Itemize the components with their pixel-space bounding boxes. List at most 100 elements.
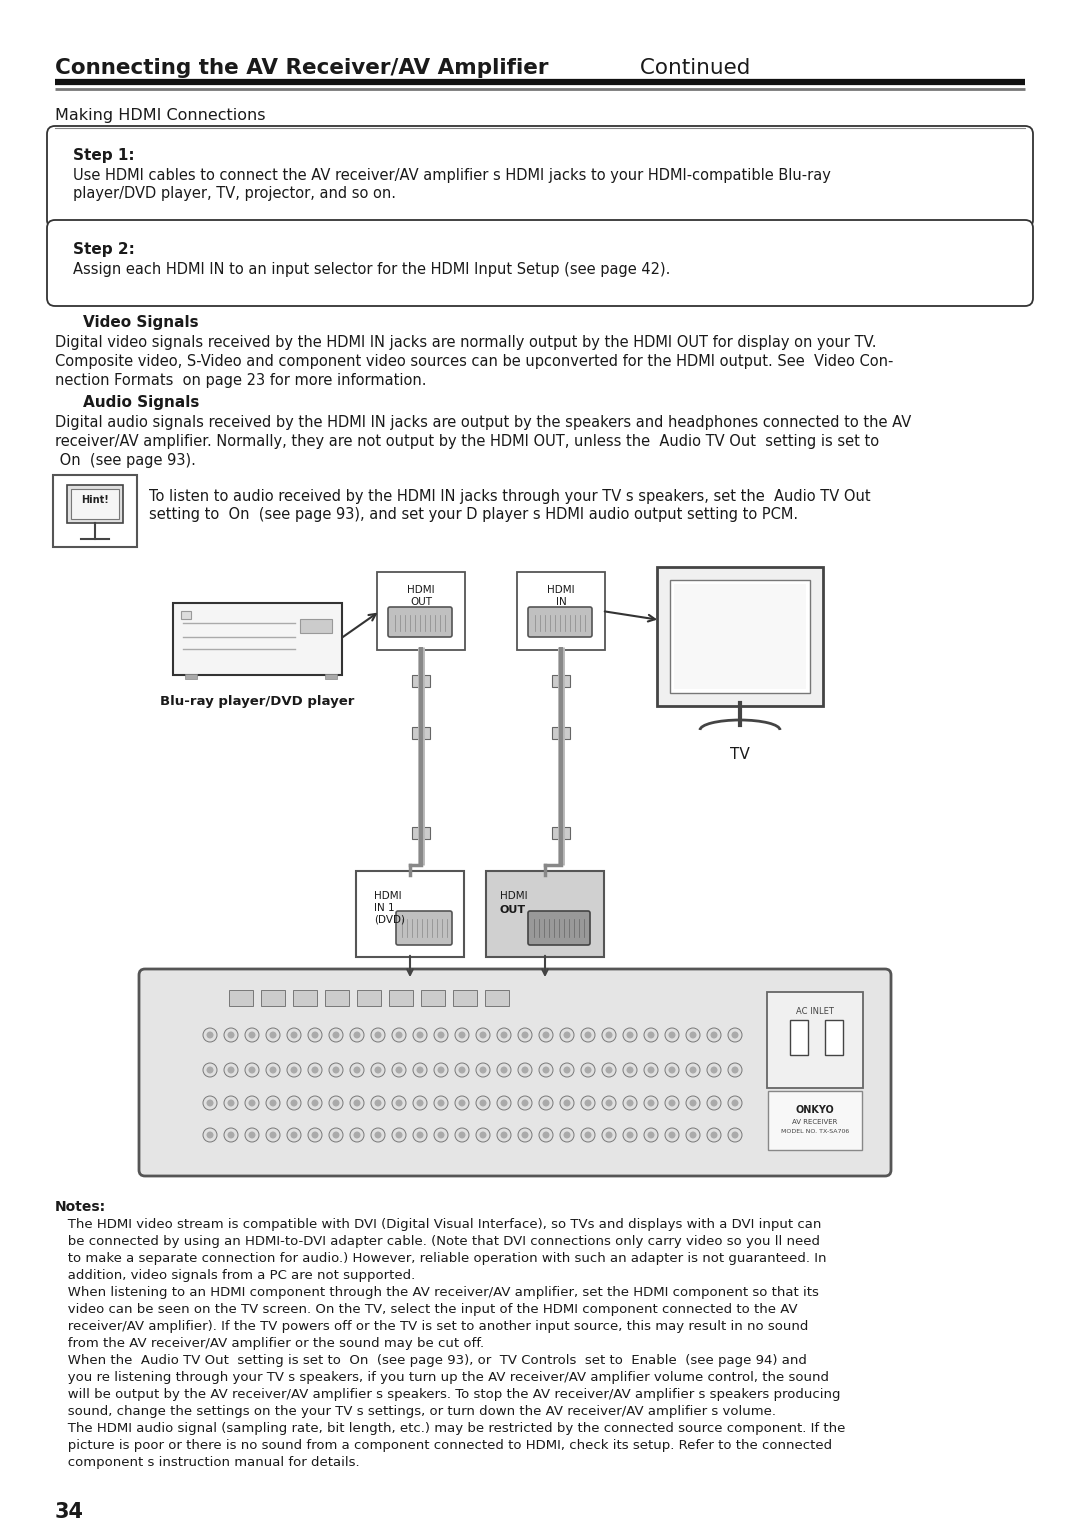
- Text: Notes:: Notes:: [55, 1199, 106, 1215]
- Text: Digital video signals received by the HDMI IN jacks are normally output by the H: Digital video signals received by the HD…: [55, 336, 877, 349]
- Circle shape: [584, 1100, 592, 1106]
- Circle shape: [287, 1064, 301, 1077]
- Circle shape: [480, 1067, 486, 1073]
- Text: component s instruction manual for details.: component s instruction manual for detai…: [55, 1456, 360, 1470]
- Circle shape: [500, 1032, 508, 1039]
- Circle shape: [669, 1131, 675, 1138]
- Circle shape: [497, 1128, 511, 1141]
- Text: The HDMI video stream is compatible with DVI (Digital Visual Interface), so TVs : The HDMI video stream is compatible with…: [55, 1218, 822, 1231]
- Circle shape: [711, 1131, 717, 1138]
- Circle shape: [329, 1029, 343, 1042]
- Circle shape: [584, 1067, 592, 1073]
- Circle shape: [564, 1032, 570, 1039]
- Circle shape: [248, 1067, 256, 1073]
- Circle shape: [476, 1096, 490, 1109]
- Circle shape: [333, 1067, 339, 1073]
- Circle shape: [395, 1100, 403, 1106]
- Text: To listen to audio received by the HDMI IN jacks through your TV s speakers, set: To listen to audio received by the HDMI …: [149, 488, 870, 504]
- FancyBboxPatch shape: [396, 911, 453, 945]
- Text: Blu-ray player/DVD player: Blu-ray player/DVD player: [160, 694, 354, 708]
- FancyBboxPatch shape: [356, 871, 464, 957]
- Text: On  (see page 93).: On (see page 93).: [55, 453, 195, 468]
- Circle shape: [245, 1128, 259, 1141]
- Circle shape: [311, 1067, 319, 1073]
- Circle shape: [644, 1029, 658, 1042]
- Circle shape: [518, 1096, 532, 1109]
- Circle shape: [480, 1032, 486, 1039]
- FancyBboxPatch shape: [657, 568, 823, 707]
- FancyBboxPatch shape: [377, 572, 465, 650]
- Bar: [411, 674, 430, 687]
- Circle shape: [434, 1029, 448, 1042]
- Text: HDMI
IN: HDMI IN: [548, 584, 575, 607]
- Circle shape: [206, 1032, 214, 1039]
- Text: Video Signals: Video Signals: [83, 314, 199, 330]
- Circle shape: [584, 1032, 592, 1039]
- Text: you re listening through your TV s speakers, if you turn up the AV receiver/AV a: you re listening through your TV s speak…: [55, 1370, 829, 1384]
- Circle shape: [375, 1100, 381, 1106]
- Circle shape: [707, 1029, 721, 1042]
- Circle shape: [455, 1096, 469, 1109]
- Text: AV RECEIVER: AV RECEIVER: [793, 1119, 838, 1125]
- Circle shape: [311, 1131, 319, 1138]
- Circle shape: [539, 1128, 553, 1141]
- Circle shape: [623, 1029, 637, 1042]
- Circle shape: [459, 1067, 465, 1073]
- Circle shape: [602, 1096, 616, 1109]
- Circle shape: [623, 1096, 637, 1109]
- Circle shape: [644, 1128, 658, 1141]
- Text: HDMI
OUT: HDMI OUT: [407, 584, 435, 607]
- Text: Use HDMI cables to connect the AV receiver/AV amplifier s HDMI jacks to your HDM: Use HDMI cables to connect the AV receiv…: [73, 168, 831, 183]
- Bar: [789, 1019, 808, 1054]
- FancyBboxPatch shape: [767, 992, 863, 1088]
- Circle shape: [522, 1032, 528, 1039]
- Circle shape: [626, 1100, 634, 1106]
- Circle shape: [372, 1128, 384, 1141]
- Circle shape: [392, 1128, 406, 1141]
- FancyBboxPatch shape: [53, 475, 137, 546]
- Circle shape: [728, 1029, 742, 1042]
- Text: be connected by using an HDMI-to-DVI adapter cable. (Note that DVI connections o: be connected by using an HDMI-to-DVI ada…: [55, 1235, 820, 1248]
- FancyBboxPatch shape: [485, 990, 509, 1006]
- Circle shape: [455, 1029, 469, 1042]
- Circle shape: [353, 1100, 361, 1106]
- Bar: [411, 726, 430, 739]
- Bar: [181, 610, 191, 620]
- Circle shape: [542, 1032, 550, 1039]
- Bar: [552, 827, 570, 839]
- Circle shape: [459, 1032, 465, 1039]
- Text: addition, video signals from a PC are not supported.: addition, video signals from a PC are no…: [55, 1270, 415, 1282]
- Bar: [552, 674, 570, 687]
- Text: receiver/AV amplifier. Normally, they are not output by the HDMI OUT, unless the: receiver/AV amplifier. Normally, they ar…: [55, 433, 879, 449]
- Circle shape: [626, 1067, 634, 1073]
- FancyBboxPatch shape: [139, 969, 891, 1177]
- Circle shape: [350, 1096, 364, 1109]
- Circle shape: [375, 1032, 381, 1039]
- Circle shape: [539, 1029, 553, 1042]
- Circle shape: [665, 1064, 679, 1077]
- Circle shape: [437, 1032, 445, 1039]
- Circle shape: [287, 1029, 301, 1042]
- Text: Continued: Continued: [633, 58, 751, 78]
- Circle shape: [266, 1128, 280, 1141]
- Circle shape: [392, 1096, 406, 1109]
- Bar: [185, 674, 197, 679]
- Circle shape: [311, 1032, 319, 1039]
- Text: from the AV receiver/AV amplifier or the sound may be cut off.: from the AV receiver/AV amplifier or the…: [55, 1337, 484, 1351]
- Bar: [411, 827, 430, 839]
- Text: When the  Audio TV Out  setting is set to  On  (see page 93), or  TV Controls  s: When the Audio TV Out setting is set to …: [55, 1354, 807, 1367]
- FancyBboxPatch shape: [229, 990, 253, 1006]
- Circle shape: [224, 1064, 238, 1077]
- Circle shape: [665, 1128, 679, 1141]
- Circle shape: [564, 1067, 570, 1073]
- Circle shape: [626, 1131, 634, 1138]
- Circle shape: [333, 1100, 339, 1106]
- Circle shape: [497, 1029, 511, 1042]
- FancyBboxPatch shape: [48, 220, 1032, 307]
- Circle shape: [248, 1032, 256, 1039]
- Circle shape: [245, 1096, 259, 1109]
- Circle shape: [417, 1100, 423, 1106]
- Circle shape: [581, 1096, 595, 1109]
- Circle shape: [686, 1029, 700, 1042]
- Text: Audio Signals: Audio Signals: [83, 395, 200, 410]
